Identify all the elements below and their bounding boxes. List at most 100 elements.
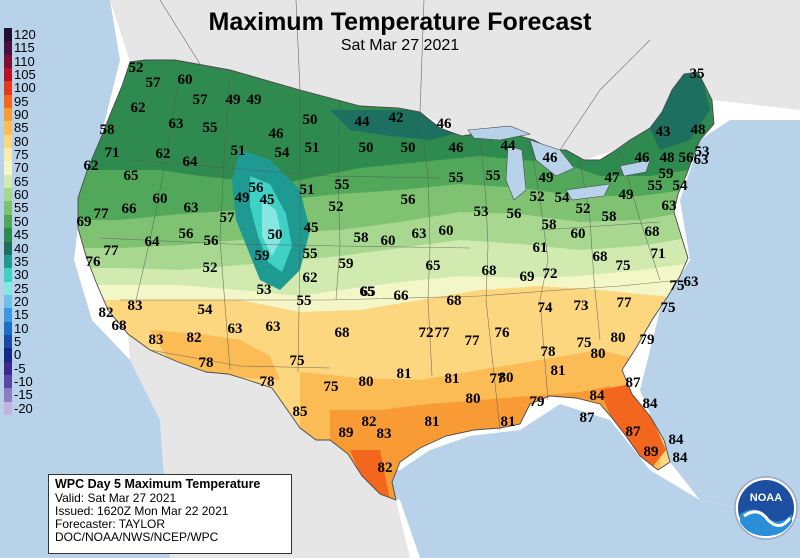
temperature-value: 81 xyxy=(501,414,516,430)
legend-label: -20 xyxy=(14,400,33,416)
temperature-value: 43 xyxy=(656,124,671,140)
temperature-value: 77 xyxy=(104,243,120,259)
temperature-value: 51 xyxy=(305,140,320,156)
legend-swatch xyxy=(4,361,12,375)
temperature-value: 83 xyxy=(128,298,143,314)
legend-row: 20 xyxy=(0,294,44,309)
legend-label: 10 xyxy=(14,320,29,336)
temperature-value: 53 xyxy=(257,282,272,298)
legend-row: 100 xyxy=(0,80,44,95)
temperature-value: 68 xyxy=(645,224,660,240)
temperature-value: 64 xyxy=(145,234,161,250)
temperature-value: 80 xyxy=(466,391,481,407)
legend-row: -15 xyxy=(0,387,44,402)
legend-swatch xyxy=(4,214,12,229)
temperature-value: 63 xyxy=(266,319,281,335)
temperature-value: 54 xyxy=(673,178,689,194)
temperature-value: 56 xyxy=(249,180,265,196)
temperature-value: 75 xyxy=(290,353,305,369)
temperature-value: 48 xyxy=(660,150,675,166)
temperature-value: 56 xyxy=(204,233,220,249)
legend-row: 75 xyxy=(0,147,44,162)
temperature-value: 45 xyxy=(260,192,275,208)
temperature-value: 55 xyxy=(648,178,663,194)
legend-label: -10 xyxy=(14,373,33,389)
temperature-value: 49 xyxy=(226,92,241,108)
temperature-value: 77 xyxy=(617,295,633,311)
temperature-value: 45 xyxy=(304,220,319,236)
temperature-value: 54 xyxy=(198,302,214,318)
legend-swatch xyxy=(4,134,12,149)
temperature-value: 52 xyxy=(530,189,545,205)
temperature-value: 50 xyxy=(268,227,283,243)
temperature-value: 47 xyxy=(605,170,621,186)
temperature-value: 74 xyxy=(538,300,554,316)
legend-row: 60 xyxy=(0,187,44,202)
legend-row: -20 xyxy=(0,400,44,416)
temperature-value: 76 xyxy=(495,325,511,341)
temperature-value: 35 xyxy=(690,66,705,82)
temperature-value: 44 xyxy=(355,114,371,130)
temperature-value: 77 xyxy=(465,333,481,349)
temperature-value: 82 xyxy=(187,330,202,346)
temperature-value: 54 xyxy=(555,190,571,206)
temperature-value: 68 xyxy=(447,293,462,309)
temperature-value: 56 xyxy=(507,206,523,222)
temperature-value: 68 xyxy=(112,318,127,334)
temperature-value: 63 xyxy=(228,321,243,337)
legend-row: 115 xyxy=(0,40,44,55)
temperature-value: 49 xyxy=(539,170,554,186)
pacific-ocean xyxy=(0,0,170,558)
temperature-value: 79 xyxy=(640,332,655,348)
atlantic-ocean xyxy=(640,120,800,520)
map-title: Maximum Temperature Forecast xyxy=(208,8,592,36)
legend-row: 90 xyxy=(0,107,44,122)
temperature-value: 75 xyxy=(670,278,685,294)
temperature-value: 82 xyxy=(378,460,393,476)
temperature-value: 73 xyxy=(574,298,589,314)
legend-label: 35 xyxy=(14,253,29,269)
legend-swatch xyxy=(4,374,12,389)
temperature-value: 53 xyxy=(474,204,489,220)
legend-row: 110 xyxy=(0,54,44,69)
temperature-value: 80 xyxy=(591,346,606,362)
temperature-value: 61 xyxy=(533,240,548,256)
temperature-value: 55 xyxy=(335,177,350,193)
legend-row: 10 xyxy=(0,320,44,336)
temperature-value: 69 xyxy=(520,269,535,285)
legend-swatch xyxy=(4,148,12,162)
legend-label: 5 xyxy=(14,333,22,349)
temperature-value: 49 xyxy=(619,187,634,203)
legend-swatch xyxy=(4,188,12,202)
temperature-value: 51 xyxy=(231,143,246,159)
temperature-value: 81 xyxy=(397,366,412,382)
temperature-value: 66 xyxy=(122,201,138,217)
legend-swatch xyxy=(4,308,12,322)
temperature-value: 66 xyxy=(394,288,410,304)
legend-swatch xyxy=(4,228,12,242)
temperature-value: 82 xyxy=(99,305,114,321)
noaa-logo: NOAA xyxy=(734,476,798,540)
legend-row: 80 xyxy=(0,134,44,149)
temperature-value: 68 xyxy=(335,325,350,341)
temperature-value: 65 xyxy=(426,258,441,274)
temperature-value: 68 xyxy=(593,249,608,265)
temperature-value: 62 xyxy=(131,100,146,116)
temperature-value: 52 xyxy=(329,199,344,215)
legend-row: 30 xyxy=(0,267,44,282)
temperature-value: 79 xyxy=(530,394,545,410)
temperature-value: 89 xyxy=(339,425,354,441)
legend-row: 5 xyxy=(0,333,44,349)
temperature-value: 63 xyxy=(684,274,699,290)
legend-row: 40 xyxy=(0,241,44,256)
temperature-value: 81 xyxy=(551,363,566,379)
legend-row: 95 xyxy=(0,94,44,109)
temperature-value: 60 xyxy=(381,233,396,249)
temperature-value: 42 xyxy=(389,110,404,126)
temperature-value: 82 xyxy=(362,414,377,430)
color-legend: 120 115 110 105 100 95 90 85 80 75 70 65 60 55 50 45 40 3… xyxy=(0,27,44,416)
temperature-value: 80 xyxy=(359,374,374,390)
temperature-value: 55 xyxy=(297,293,312,309)
